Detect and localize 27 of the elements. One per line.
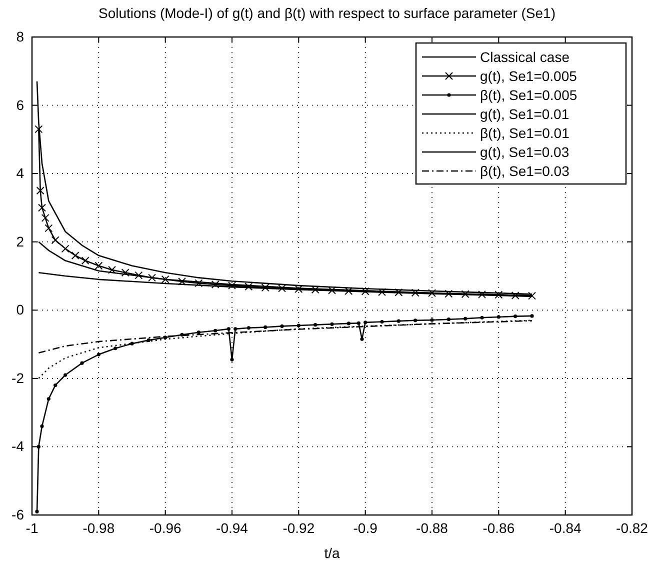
legend-label: β(t), Se1=0.01	[480, 125, 570, 141]
x-tick-label: -1	[26, 520, 38, 536]
y-tick-label: 2	[16, 233, 24, 250]
legend-label: g(t), Se1=0.03	[480, 144, 570, 160]
x-tick-label: -0.82	[616, 520, 648, 536]
y-tick-label: 4	[16, 165, 24, 182]
x-tick-label: -0.86	[482, 520, 515, 536]
x-tick-label: -0.84	[549, 520, 582, 536]
y-tick-label: 8	[16, 28, 24, 44]
y-tick-label: -6	[12, 506, 24, 522]
y-tick-label: 6	[16, 96, 24, 113]
chart-title: Solutions (Mode-I) of g(t) and β(t) with respect to surface parameter (Se1)	[98, 5, 556, 21]
legend-label: Classical case	[480, 49, 570, 65]
legend-label: β(t), Se1=0.03	[480, 163, 570, 179]
x-tick-label: -0.88	[416, 520, 448, 536]
legend-label: β(t), Se1=0.005	[480, 87, 578, 103]
y-tick-label: -2	[12, 370, 24, 386]
y-tick-label: -4	[12, 438, 24, 454]
y-tick-label: 0	[16, 302, 24, 318]
x-tick-label: -0.92	[282, 520, 315, 536]
x-tick-label: -0.9	[353, 520, 378, 536]
legend-label: g(t), Se1=0.01	[480, 106, 570, 122]
x-tick-label: -0.94	[216, 520, 248, 536]
legend-label: g(t), Se1=0.005	[480, 68, 578, 84]
x-tick-label: -0.96	[149, 520, 182, 536]
x-tick-label: -0.98	[82, 520, 115, 536]
x-axis-title: t/a	[324, 545, 340, 561]
